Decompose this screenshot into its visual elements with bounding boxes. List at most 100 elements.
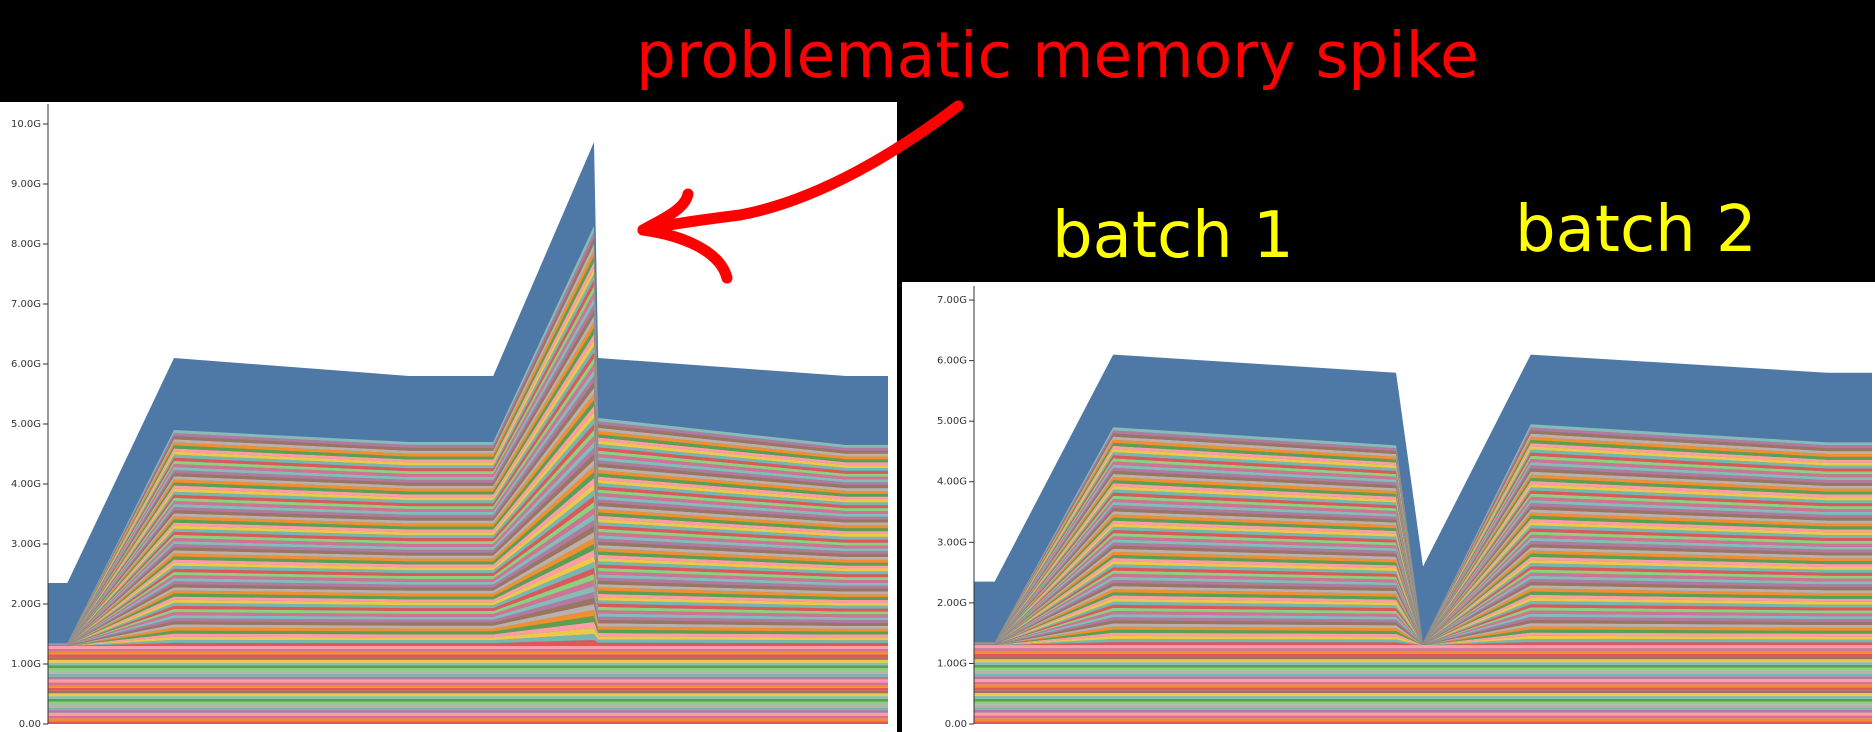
base-layer	[48, 690, 888, 694]
stack-layer	[974, 607, 1872, 645]
y-tick-label: 4.00G	[937, 477, 967, 488]
stack-layer	[974, 569, 1872, 645]
y-tick-label: 5.00G	[11, 419, 41, 430]
base-layer	[974, 681, 1872, 685]
base-layer	[48, 657, 888, 660]
stack-layer	[974, 563, 1872, 645]
stack-layer	[48, 634, 888, 646]
stack-layer	[48, 370, 888, 645]
base-layer	[974, 679, 1872, 682]
stack-layer	[48, 394, 888, 645]
stack-layer	[48, 376, 888, 645]
stack-layer	[974, 591, 1872, 645]
stack-layer	[48, 640, 888, 646]
base-layer	[48, 651, 888, 655]
stack-layer	[48, 586, 888, 646]
left-memory-chart: 0.00 1.00G 2.00G 3.00G 4.00G 5.00G 6.00G 7.00G 8…	[0, 102, 897, 732]
stack-layer	[974, 553, 1872, 645]
base-layer	[48, 648, 888, 652]
base-layer	[48, 654, 888, 658]
stack-layer	[48, 622, 888, 646]
stack-layer	[974, 544, 1872, 644]
base-layer	[974, 664, 1872, 668]
stack-layer	[48, 466, 888, 645]
base-layer	[974, 662, 1872, 665]
stack-layer	[48, 472, 888, 645]
y-tick-label: 6.00G	[937, 356, 967, 367]
base-layer	[974, 648, 1872, 651]
stack-layer	[974, 582, 1872, 645]
base-layer	[48, 659, 888, 663]
right-chart-svg: 0.00 1.00G 2.00G 3.00G 4.00G 5.00G 6.00G 7.00G	[937, 286, 1872, 730]
base-layer	[974, 687, 1872, 691]
stack-layer	[48, 424, 888, 645]
base-layer	[48, 712, 888, 716]
base-layer	[974, 656, 1872, 660]
stack-layer	[974, 566, 1872, 645]
y-tick-label: 2.00G	[937, 598, 967, 609]
stack-layer	[48, 496, 888, 645]
stack-layer	[48, 436, 888, 645]
base-layer	[974, 704, 1872, 708]
stack-layer	[974, 638, 1872, 646]
stack-layer	[48, 352, 888, 644]
stack-layer	[48, 346, 888, 644]
stack-layer	[48, 256, 888, 644]
y-tick-label: 10.0G	[11, 119, 41, 130]
stack-layer	[48, 454, 888, 645]
stack-layer	[974, 578, 1872, 645]
base-layer	[974, 673, 1872, 677]
stack-layer	[48, 460, 888, 645]
stack-layer	[48, 412, 888, 645]
stack-layer	[974, 585, 1872, 645]
stack-layer	[48, 550, 888, 646]
stack-layer	[48, 574, 888, 646]
base-layer	[48, 698, 888, 702]
stack-layer	[48, 388, 888, 645]
base-layer	[48, 685, 888, 688]
stack-layer	[48, 562, 888, 646]
stack-layer	[48, 604, 888, 646]
stack-layer	[974, 550, 1872, 645]
stack-layer	[48, 292, 888, 644]
stack-layer	[48, 238, 888, 644]
stack-layer	[48, 442, 888, 645]
stack-layer	[974, 594, 1872, 645]
base-layer	[974, 667, 1872, 671]
stack-layer	[974, 613, 1872, 645]
base-layer	[48, 715, 888, 719]
base-layer	[48, 707, 888, 711]
base-layer	[48, 679, 888, 683]
base-layer	[974, 690, 1872, 694]
stack-layer	[48, 364, 888, 645]
base-layer	[48, 676, 888, 680]
stack-layer	[48, 526, 888, 646]
base-layer	[974, 701, 1872, 705]
stack-layer	[48, 598, 888, 646]
stack-layer	[974, 635, 1872, 646]
y-tick-label: 1.00G	[11, 659, 41, 670]
stack-layer	[48, 580, 888, 646]
base-layer	[48, 646, 888, 649]
y-tick-label: 7.00G	[937, 295, 967, 306]
stack-layer	[48, 538, 888, 646]
stack-layer	[48, 340, 888, 644]
stack-layer	[974, 547, 1872, 644]
stack-layer	[48, 286, 888, 644]
stack-layer	[974, 626, 1872, 646]
base-layer	[48, 682, 888, 685]
stack-layer	[48, 322, 888, 644]
y-tick-label: 2.00G	[11, 599, 41, 610]
base-layer	[974, 709, 1872, 713]
base-layer	[974, 670, 1872, 674]
base-layer	[48, 662, 888, 666]
stack-layer	[974, 620, 1872, 645]
y-tick-label: 7.00G	[11, 299, 41, 310]
annotation-title: problematic memory spike	[636, 19, 1479, 92]
y-tick-label: 4.00G	[11, 479, 41, 490]
stack-layer	[48, 520, 888, 646]
base-layer	[974, 659, 1872, 663]
y-tick-label: 1.00G	[937, 658, 967, 669]
y-tick-label: 6.00G	[11, 359, 41, 370]
